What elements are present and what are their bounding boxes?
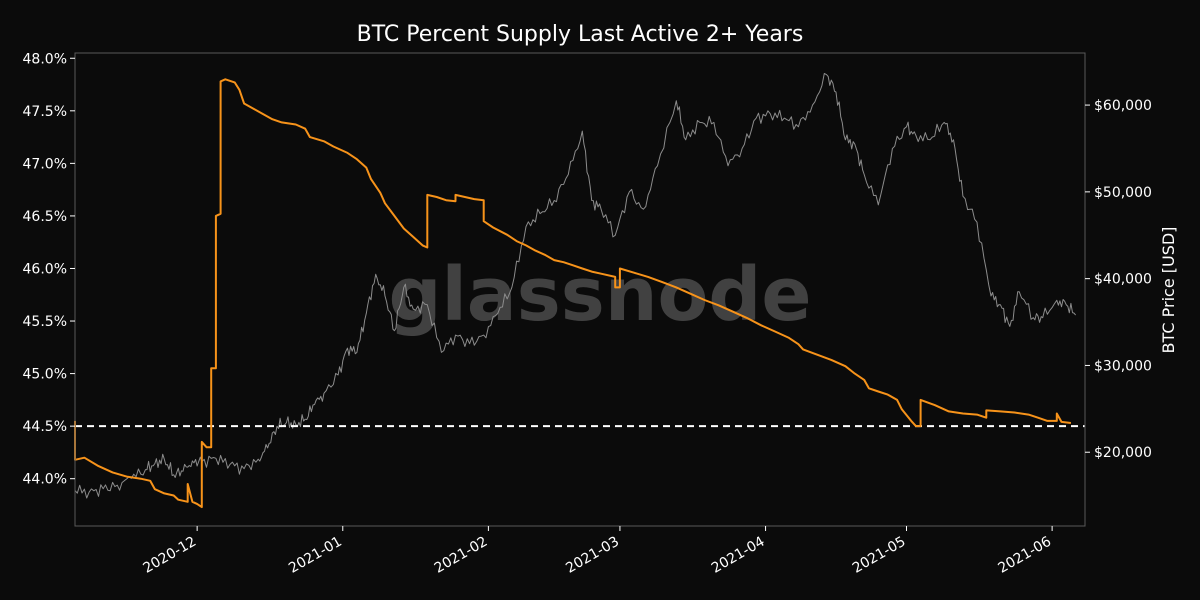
left-tick-label: 47.5% bbox=[23, 104, 67, 120]
left-tick-label: 48.0% bbox=[23, 51, 67, 67]
right-tick-label: $60,000 bbox=[1094, 98, 1152, 114]
plot-frame bbox=[74, 52, 1086, 527]
right-tick-label: $40,000 bbox=[1094, 272, 1152, 288]
chart-title: BTC Percent Supply Last Active 2+ Years bbox=[357, 22, 804, 47]
left-axis: 44.0% 44.5% 45.0% 45.5% 46.0% 46.5% 47.0% 47.5%… bbox=[23, 51, 75, 488]
left-tick-label: 44.5% bbox=[23, 419, 67, 435]
right-tick-label: $50,000 bbox=[1094, 185, 1152, 201]
right-axis: $20,000 $30,000 $40,000 $50,000 $60,000 bbox=[1085, 98, 1152, 461]
left-tick-label: 45.0% bbox=[23, 367, 67, 383]
right-tick-label: $20,000 bbox=[1094, 445, 1152, 461]
left-tick-label: 47.0% bbox=[23, 156, 67, 172]
left-tick-label: 46.0% bbox=[23, 261, 67, 277]
right-tick-label: $30,000 bbox=[1094, 358, 1152, 374]
price-series-layer bbox=[74, 73, 1076, 499]
supply-series-layer bbox=[74, 78, 1072, 509]
price-line bbox=[74, 73, 1076, 499]
right-axis-label: BTC Price [USD] bbox=[1159, 227, 1178, 354]
left-tick-label: 45.5% bbox=[23, 314, 67, 330]
left-tick-label: 46.5% bbox=[23, 209, 67, 225]
supply-line bbox=[74, 78, 1072, 509]
watermark: glassnode bbox=[388, 252, 811, 338]
left-tick-label: 44.0% bbox=[23, 472, 67, 488]
